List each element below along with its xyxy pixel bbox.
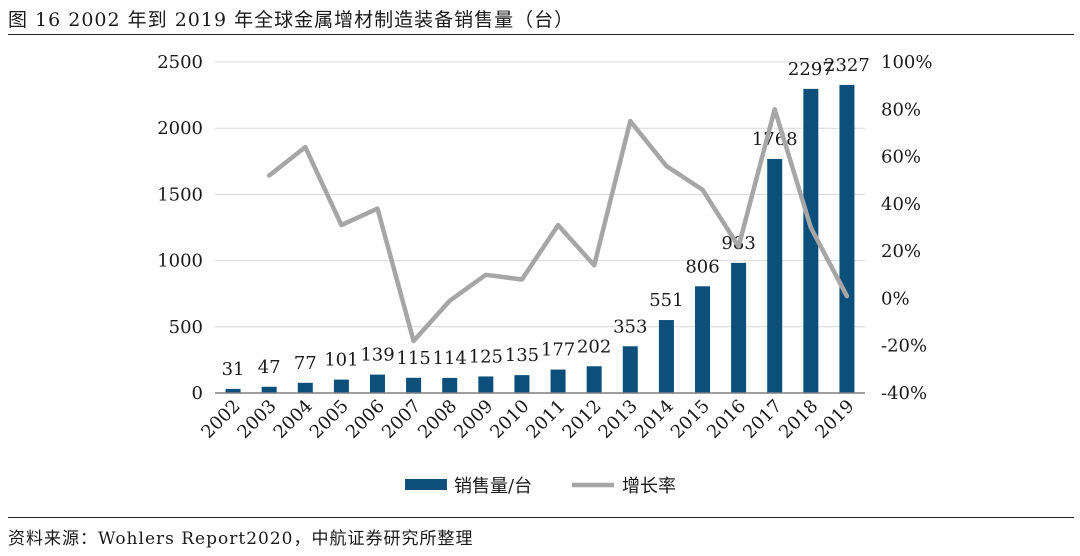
- bar: [803, 88, 819, 393]
- right-tick-label: 60%: [881, 147, 921, 168]
- bar-data-label: 177: [541, 340, 575, 361]
- right-tick-label: 100%: [881, 52, 932, 73]
- right-tick-label: 0%: [881, 288, 910, 309]
- left-axis-ticks: 0 500 1000 1500 2000 2500: [157, 52, 203, 404]
- bar: [225, 388, 241, 393]
- x-tick-label: 2016: [703, 396, 750, 443]
- x-tick-label: 2003: [233, 396, 280, 443]
- x-tick-label: 2018: [775, 396, 822, 443]
- right-tick-label: 20%: [881, 241, 921, 262]
- bar-data-label: 114: [433, 348, 467, 369]
- bar: [839, 84, 855, 393]
- x-tick-label: 2002: [197, 396, 244, 443]
- x-tick-label: 2014: [631, 396, 678, 443]
- bar-data-label: 77: [294, 353, 317, 374]
- right-tick-label: -40%: [881, 383, 927, 404]
- left-tick-label: 2000: [157, 118, 203, 139]
- bar-series: [225, 84, 855, 393]
- bar: [767, 158, 783, 393]
- x-axis-ticks: 2002200320042005200620072008200920102011…: [197, 396, 858, 443]
- bar: [550, 369, 566, 393]
- bar-data-label: 135: [505, 345, 539, 366]
- bar: [478, 376, 494, 393]
- left-tick-label: 1500: [157, 184, 203, 205]
- bar: [297, 382, 313, 393]
- bar: [731, 262, 747, 393]
- source-note: 资料来源：Wohlers Report2020，中航证券研究所整理: [8, 529, 474, 549]
- right-tick-label: 80%: [881, 99, 921, 120]
- x-tick-label: 2005: [306, 396, 353, 443]
- bar-data-label: 1768: [752, 129, 798, 150]
- x-tick-label: 2009: [450, 396, 497, 443]
- x-tick-label: 2015: [667, 396, 714, 443]
- x-tick-label: 2006: [342, 396, 389, 443]
- bar-data-label: 139: [360, 345, 394, 366]
- bar: [514, 375, 530, 393]
- x-tick-label: 2008: [414, 396, 461, 443]
- bar: [406, 377, 422, 393]
- bar-data-label: 2297: [788, 59, 834, 80]
- left-tick-label: 1000: [157, 251, 203, 272]
- bar-data-label: 202: [577, 336, 611, 357]
- legend-label-growth: 增长率: [622, 476, 676, 497]
- bar-data-label: 115: [396, 348, 430, 369]
- bar: [622, 346, 638, 393]
- figure-title: 图 16 2002 年到 2019 年全球金属增材制造装备销售量（台）: [8, 9, 575, 31]
- bar-data-label: 2327: [824, 55, 870, 76]
- x-tick-label: 2011: [522, 396, 569, 443]
- x-tick-label: 2013: [595, 396, 642, 443]
- bar-data-label: 47: [258, 357, 281, 378]
- growth-rate-line: [266, 107, 850, 344]
- bar-data-label: 31: [222, 359, 245, 380]
- bar-data-label: 101: [324, 350, 358, 371]
- bar-data-label: 125: [469, 346, 503, 367]
- bar: [658, 320, 674, 393]
- x-tick-label: 2017: [739, 396, 786, 443]
- legend-swatch-bar: [405, 479, 447, 490]
- right-tick-label: -20%: [881, 336, 927, 357]
- bar-data-label: 551: [649, 290, 683, 311]
- left-tick-label: 2500: [157, 52, 203, 73]
- bar: [442, 377, 458, 393]
- x-tick-label: 2007: [378, 396, 425, 443]
- x-tick-label: 2004: [270, 396, 317, 443]
- left-tick-label: 500: [169, 317, 203, 338]
- x-tick-label: 2012: [558, 396, 605, 443]
- bar-data-label: 353: [613, 316, 647, 337]
- x-tick-label: 2019: [811, 396, 858, 443]
- top-rule: [8, 34, 1074, 35]
- bar: [333, 379, 349, 393]
- legend-label-sales: 销售量/台: [454, 476, 532, 497]
- line-series: [266, 107, 850, 344]
- bottom-rule: [8, 517, 1074, 518]
- bar-data-label: 806: [685, 256, 719, 277]
- bar: [586, 366, 602, 393]
- bar: [695, 286, 710, 393]
- right-tick-label: 40%: [881, 194, 921, 215]
- chart: 0 500 1000 1500 2000 2500 -40% -20% 0% 20% 40% 60%…: [157, 52, 932, 497]
- bar: [261, 386, 277, 393]
- x-tick-label: 2010: [486, 396, 533, 443]
- bar: [370, 374, 385, 393]
- right-axis-ticks: -40% -20% 0% 20% 40% 60% 80% 100%: [881, 52, 932, 404]
- left-tick-label: 0: [192, 383, 203, 404]
- legend: 销售量/台 增长率: [405, 476, 676, 497]
- gridlines: [215, 61, 865, 328]
